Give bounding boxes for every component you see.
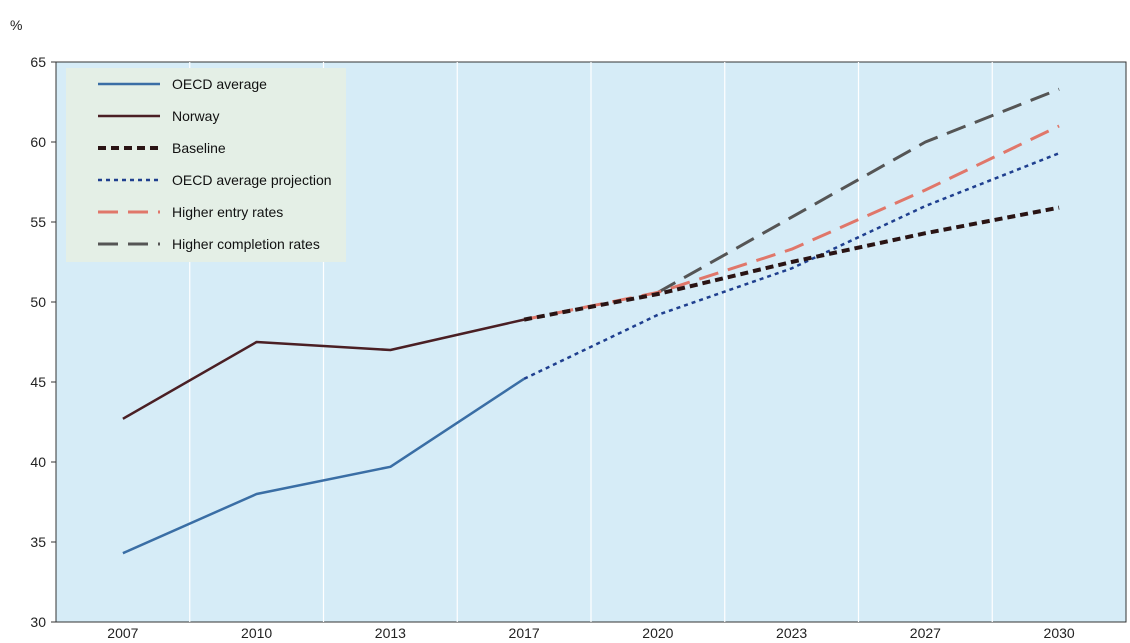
y-tick-label: 65 xyxy=(30,54,46,70)
y-axis-label: % xyxy=(10,17,22,33)
series-line-oecd-average-projection xyxy=(523,152,1060,380)
x-tick-label: 2023 xyxy=(776,625,807,641)
series-line-higher-completion-rates xyxy=(657,87,1060,294)
series-line-norway xyxy=(122,318,525,420)
legend-label: Baseline xyxy=(172,140,226,156)
x-tick-label: 2020 xyxy=(642,625,673,641)
series-lines xyxy=(122,87,1060,555)
x-tick-label: 2007 xyxy=(107,625,138,641)
y-tick-label: 40 xyxy=(30,454,46,470)
x-tick-label: 2017 xyxy=(509,625,540,641)
x-tick-label: 2030 xyxy=(1044,625,1075,641)
legend-label: OECD average projection xyxy=(172,172,332,188)
y-tick-label: 35 xyxy=(30,534,46,550)
series-line-oecd-average xyxy=(122,377,525,555)
y-tick-label: 55 xyxy=(30,214,46,230)
legend-label: Higher completion rates xyxy=(172,236,320,252)
y-axis-ticks: 30 35 40 45 50 55 60 65 xyxy=(30,54,56,630)
legend-box xyxy=(66,68,346,262)
legend-label: Higher entry rates xyxy=(172,204,283,220)
x-tick-label: 2013 xyxy=(375,625,406,641)
y-tick-label: 60 xyxy=(30,134,46,150)
series-line-baseline xyxy=(523,205,1060,322)
x-axis-ticks: 2007 2010 2013 2017 2020 2023 2027 2030 xyxy=(107,625,1075,641)
y-tick-label: 30 xyxy=(30,614,46,630)
x-tick-label: 2027 xyxy=(910,625,941,641)
x-tick-label: 2010 xyxy=(241,625,272,641)
y-axis-label-group: % xyxy=(10,17,22,33)
legend-label: Norway xyxy=(172,108,219,124)
y-tick-label: 50 xyxy=(30,294,46,310)
legend-label: OECD average xyxy=(172,76,267,92)
legend: OECD average Norway Baseline OECD average p… xyxy=(66,68,346,262)
y-tick-label: 45 xyxy=(30,374,46,390)
